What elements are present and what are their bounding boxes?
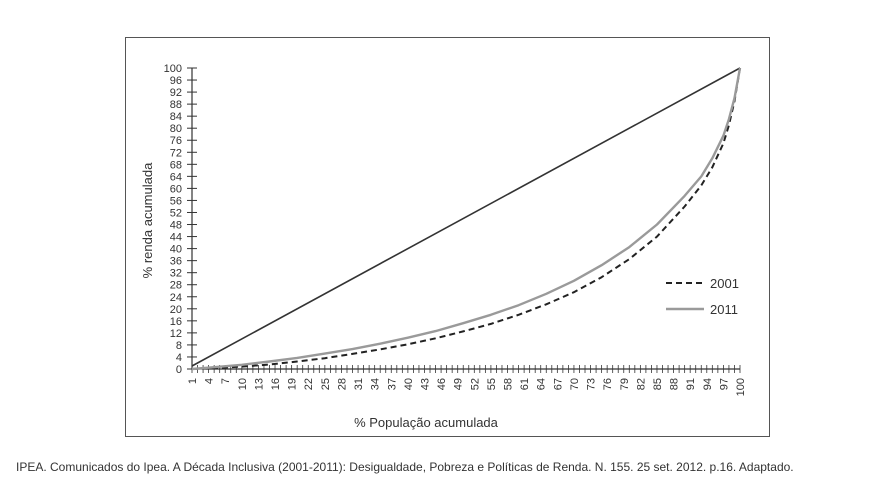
- y-tick-label: 16: [170, 316, 182, 328]
- x-tick-label: 49: [453, 378, 465, 390]
- x-tick-label: 55: [486, 378, 498, 390]
- y-tick-label: 64: [170, 171, 182, 183]
- lorenz-curve-chart: 0481216202428323640444852566064687276808…: [140, 63, 747, 430]
- x-tick-label: 16: [270, 378, 282, 390]
- x-tick-label: 82: [635, 378, 647, 390]
- x-tick-label: 19: [287, 378, 299, 390]
- y-tick-label: 72: [170, 147, 182, 159]
- legend-label-2001: 2001: [710, 276, 739, 291]
- x-tick-label: 64: [536, 378, 548, 390]
- x-tick-label: 85: [652, 378, 664, 390]
- source-caption: IPEA. Comunicados do Ipea. A Década Incl…: [16, 460, 794, 474]
- y-tick-label: 96: [170, 75, 182, 87]
- x-tick-label: 7: [220, 378, 232, 384]
- y-tick-label: 28: [170, 280, 182, 292]
- x-tick-label: 46: [436, 378, 448, 390]
- y-tick-label: 52: [170, 207, 182, 219]
- y-tick-label: 40: [170, 244, 182, 256]
- x-tick-label: 61: [519, 378, 531, 390]
- x-tick-label: 34: [370, 378, 382, 390]
- x-tick-label: 22: [303, 378, 315, 390]
- y-tick-label: 48: [170, 220, 182, 232]
- x-tick-label: 31: [353, 378, 365, 390]
- x-tick-label: 94: [702, 378, 714, 390]
- x-tick-label: 40: [403, 378, 415, 390]
- y-tick-label: 8: [176, 340, 182, 352]
- y-tick-label: 32: [170, 268, 182, 280]
- x-tick-label: 13: [253, 378, 265, 390]
- x-axis-title: % População acumulada: [354, 415, 499, 430]
- x-tick-label: 91: [685, 378, 697, 390]
- y-tick-label: 80: [170, 123, 182, 135]
- legend-label-2011: 2011: [710, 302, 738, 317]
- x-tick-label: 25: [320, 378, 332, 390]
- y-tick-label: 100: [164, 63, 182, 75]
- x-tick-label: 37: [386, 378, 398, 390]
- y-tick-label: 24: [170, 292, 182, 304]
- y-tick-label: 4: [176, 352, 182, 364]
- x-tick-label: 28: [336, 378, 348, 390]
- x-tick-label: 100: [735, 378, 747, 396]
- x-tick-label: 67: [552, 378, 564, 390]
- x-tick-label: 1: [187, 378, 199, 384]
- y-tick-label: 68: [170, 159, 182, 171]
- x-tick-label: 4: [204, 378, 216, 384]
- x-tick-label: 70: [569, 378, 581, 390]
- y-tick-label: 12: [170, 328, 182, 340]
- y-tick-label: 76: [170, 135, 182, 147]
- y-tick-label: 60: [170, 183, 182, 195]
- x-tick-label: 43: [419, 378, 431, 390]
- x-tick-label: 79: [619, 378, 631, 390]
- x-tick-label: 73: [586, 378, 598, 390]
- y-tick-label: 84: [170, 111, 182, 123]
- y-tick-label: 20: [170, 304, 182, 316]
- x-tick-label: 58: [503, 378, 515, 390]
- y-tick-label: 92: [170, 87, 182, 99]
- series-line-2001: [191, 67, 741, 370]
- series-line-2011: [191, 67, 742, 371]
- chart-frame: 0 4 8 12 16 20 24 28 32 36 40 44 48 52 56 60 64 68 72 76 80 8…: [125, 37, 770, 437]
- y-tick-label: 36: [170, 256, 182, 268]
- equality-line: [191, 67, 741, 367]
- y-tick-label: 56: [170, 195, 182, 207]
- y-tick-label: 0: [176, 364, 182, 376]
- x-tick-label: 97: [718, 378, 730, 390]
- y-tick-label: 88: [170, 99, 182, 111]
- x-tick-label: 52: [469, 378, 481, 390]
- y-axis-title: % renda acumulada: [140, 162, 155, 278]
- x-tick-label: 88: [669, 378, 681, 390]
- x-tick-label: 76: [602, 378, 614, 390]
- y-tick-label: 44: [170, 232, 182, 244]
- x-tick-label: 10: [237, 378, 249, 390]
